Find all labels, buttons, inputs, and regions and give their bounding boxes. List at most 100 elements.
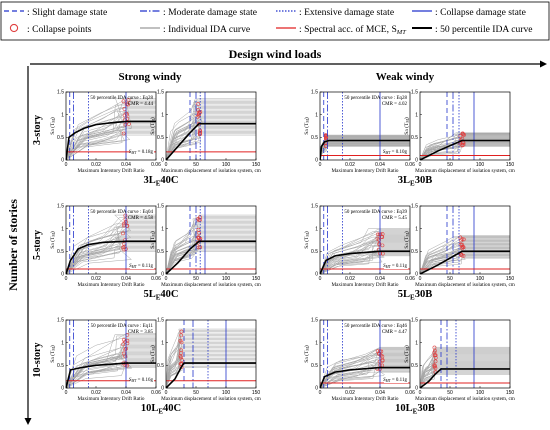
individual-ida-curve — [166, 219, 256, 274]
median-annotation: 50 percentile IDA curve : Eq28 — [90, 96, 153, 101]
median-ida-curve — [420, 139, 510, 160]
x-tick-label: 100 — [222, 162, 231, 168]
individual-ida-curve — [166, 113, 256, 160]
legend-label: : Spectral acc. of MCE, SMT — [299, 24, 406, 36]
collapse-point — [123, 213, 128, 218]
individual-ida-curve — [420, 252, 510, 274]
y-tick-label: 1.5 — [157, 90, 164, 96]
y-tick-label: 0.5 — [311, 363, 318, 369]
x-tick-label: 0.02 — [91, 390, 101, 396]
collapse-point — [125, 363, 129, 368]
collapse-point — [197, 111, 202, 116]
collapse-point — [179, 351, 183, 356]
y-tick-label: 1.5 — [157, 204, 164, 210]
individual-ida-curve — [420, 135, 510, 160]
individual-ida-curve — [166, 338, 256, 388]
x-tick-label: 150 — [506, 276, 515, 282]
y-tick-label: 0 — [61, 158, 64, 164]
collapse-point — [123, 122, 128, 127]
x-tick-label: 0.04 — [121, 390, 131, 396]
collapse-point — [460, 237, 465, 241]
legend-swatch — [9, 23, 19, 33]
y-tick-label: 0 — [415, 158, 418, 164]
individual-ida-curve — [166, 118, 256, 160]
individual-ida-curve — [420, 351, 510, 388]
x-tick-label: 0.02 — [91, 276, 101, 282]
individual-ida-curve — [66, 349, 156, 388]
x-tick-label: 100 — [476, 162, 485, 168]
collapse-point — [432, 363, 437, 368]
3LE40C-disp-plot: 0 50 100 150 0 0.5 1 1.5 Maximum displacement of… — [149, 90, 261, 174]
row-header-5story: 5-story — [32, 230, 43, 260]
row-header-10story: 10-story — [32, 343, 43, 378]
collapse-point — [432, 353, 437, 358]
individual-ida-curve — [320, 351, 410, 388]
collapse-point — [375, 236, 380, 241]
individual-ida-curve — [66, 107, 156, 160]
y-tick-label: 1 — [61, 340, 64, 346]
individual-ida-curve — [320, 358, 410, 388]
y-tick-label: 0 — [415, 386, 418, 392]
collapse-points — [458, 235, 466, 258]
individual-ida-curve — [66, 357, 156, 388]
collapse-point — [121, 99, 126, 104]
cmr-annotation: CMR = 4.58 — [128, 216, 154, 221]
individual-ida-curve — [166, 106, 256, 160]
median-ida-curve — [320, 139, 410, 160]
individual-ida-curve — [166, 223, 256, 274]
individual-ida-curve — [66, 246, 156, 274]
median-ida-curve — [66, 240, 156, 274]
legend-label: : 50 percentile IDA curve — [435, 24, 533, 35]
individual-ida-curves — [166, 328, 256, 388]
individual-ida-curve — [66, 134, 156, 160]
y-tick-label: 1 — [61, 112, 64, 118]
collapse-point — [121, 338, 126, 342]
individual-ida-curve — [66, 98, 156, 160]
y-tick-label: 1.5 — [411, 318, 418, 324]
x-tick-label: 50 — [193, 276, 199, 282]
individual-ida-curve — [166, 214, 256, 274]
x-tick-label: 0.04 — [375, 390, 385, 396]
median-ida-curve — [166, 240, 256, 274]
individual-ida-curve — [420, 257, 510, 274]
panel-caption: 5LE40C — [143, 289, 178, 302]
y-tick-label: 1 — [315, 226, 318, 232]
legend-item: : Collapse points — [9, 23, 92, 35]
individual-ida-curve — [320, 361, 410, 388]
row-header-3story: 3-story — [32, 115, 43, 145]
y-axis-label: Sa (TM) — [149, 345, 156, 363]
individual-ida-curve — [420, 239, 510, 274]
collapse-point — [433, 359, 438, 364]
collapse-point — [198, 129, 203, 134]
x-tick-label: 150 — [252, 276, 261, 282]
individual-ida-curve — [66, 355, 156, 388]
y-axis-label: Sa (TM) — [303, 231, 310, 249]
plot-frame — [419, 319, 511, 389]
collapse-point — [375, 349, 380, 354]
x-axis-label: Maximum Interstory Drift Ratio — [78, 167, 145, 174]
individual-ida-curve — [166, 336, 256, 388]
x-axis-label: Maximum Interstory Drift Ratio — [332, 395, 399, 402]
x-tick-label: 0 — [65, 390, 68, 396]
collapse-point — [378, 232, 383, 237]
panel-caption: 10LE30B — [395, 403, 435, 416]
individual-ida-curve — [420, 247, 510, 274]
y-tick-label: 0.5 — [411, 135, 418, 141]
cmr-annotation: CMR = 3.85 — [128, 330, 154, 335]
legend-label: : Individual IDA curve — [163, 24, 250, 35]
individual-ida-curve — [166, 356, 256, 388]
individual-ida-curve — [66, 106, 156, 160]
individual-ida-curve — [320, 246, 410, 274]
y-tick-label: 1.5 — [311, 318, 318, 324]
collapse-point — [121, 342, 126, 347]
individual-ida-curve — [166, 359, 256, 388]
median-ida-curve — [66, 362, 156, 388]
smt-annotation: SMT = 0.11g — [383, 264, 407, 269]
collapse-point — [433, 363, 437, 368]
y-tick-label: 0.5 — [311, 135, 318, 141]
individual-ida-curve — [420, 136, 510, 160]
x-axis-label: Maximum displacement of isolation system… — [415, 395, 515, 402]
